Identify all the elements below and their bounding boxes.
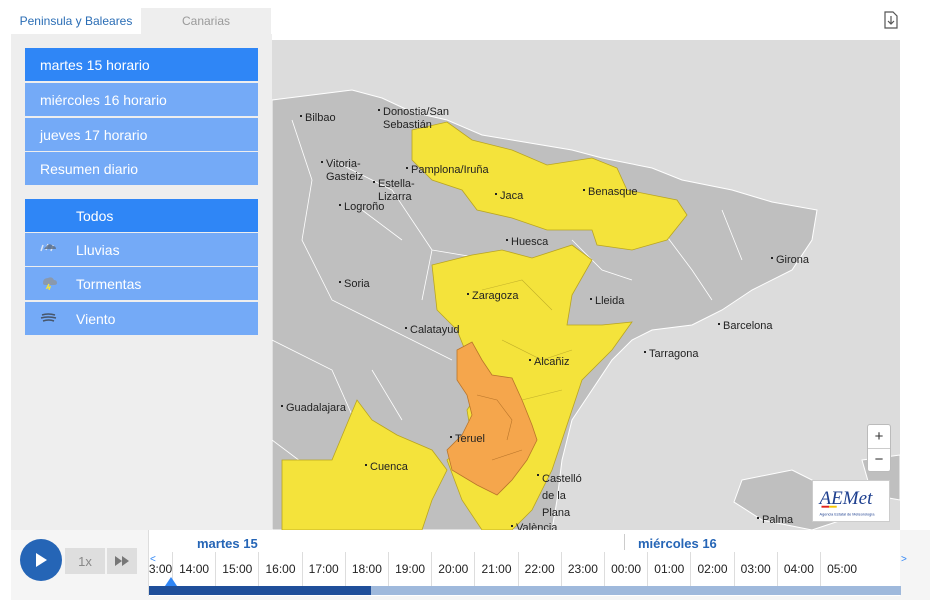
- hour-cell[interactable]: 23:00: [560, 552, 604, 586]
- city-label: Vitoria-Gasteiz: [321, 158, 371, 184]
- play-button[interactable]: [20, 539, 62, 581]
- filter-wind-button[interactable]: Viento: [25, 302, 258, 335]
- map-canvas: [272, 40, 900, 530]
- city-label: Jaca: [494, 190, 524, 202]
- hour-cell[interactable]: 01:00: [647, 552, 690, 586]
- city-label: Barcelona: [718, 320, 773, 332]
- hour-cell[interactable]: 15:00: [215, 552, 258, 586]
- day-separator: [624, 534, 625, 550]
- hour-cell[interactable]: 17:00: [301, 552, 345, 586]
- zoom-out-button[interactable]: −: [874, 451, 884, 469]
- speed-selector[interactable]: 1x: [65, 548, 105, 574]
- hour-cell[interactable]: 05:00: [820, 552, 863, 586]
- city-label: Pamplona/Iruña: [406, 164, 489, 176]
- city-label: Alcañiz: [528, 356, 570, 368]
- day-button-miercoles-16[interactable]: miércoles 16 horario: [25, 83, 258, 116]
- day-button-martes-15[interactable]: martes 15 horario: [25, 48, 258, 81]
- city-label: Benasque: [583, 186, 638, 198]
- rain-icon: [40, 243, 56, 252]
- timeline-track[interactable]: martes 15 miércoles 16 3:00 14:00 15:00 16:…: [148, 530, 901, 596]
- day-label-martes: martes 15: [197, 536, 258, 551]
- city-label: Castelló de la Plana: [537, 471, 590, 522]
- timeline-progress-fill: [149, 586, 371, 595]
- hour-cell[interactable]: 16:00: [258, 552, 301, 586]
- logo-subtext: Agencia Estatal de Meteorología: [820, 512, 876, 516]
- zoom-control: + −: [867, 424, 891, 472]
- city-label: Soria: [339, 278, 370, 290]
- city-label: Lleida: [589, 295, 625, 307]
- filter-storm-label: Tormentas: [76, 275, 142, 292]
- day-button-jueves-17[interactable]: jueves 17 horario: [25, 118, 258, 151]
- city-label: Palma: [756, 514, 794, 526]
- filter-rain-label: Lluvias: [76, 241, 120, 258]
- summary-button[interactable]: Resumen diario: [25, 152, 258, 185]
- hour-cell[interactable]: 02:00: [690, 552, 733, 586]
- download-icon[interactable]: [884, 11, 898, 29]
- filter-storm-button[interactable]: Tormentas: [25, 267, 258, 300]
- city-label: Guadalajara: [281, 402, 346, 414]
- city-label: Donostia/San Sebastián: [378, 106, 463, 132]
- warnings-map[interactable]: Bilbao Donostia/San Sebastián Vitoria-Ga…: [272, 40, 900, 530]
- hour-cell[interactable]: 03:00: [733, 552, 777, 586]
- city-label: Logroño: [338, 201, 385, 213]
- city-label: Girona: [770, 254, 810, 266]
- city-label: Huesca: [505, 236, 549, 248]
- scroll-left-button[interactable]: <: [150, 554, 156, 565]
- scroll-right-button[interactable]: >: [901, 554, 907, 565]
- hour-cell[interactable]: 21:00: [474, 552, 517, 586]
- hour-cell[interactable]: 22:00: [517, 552, 561, 586]
- wind-icon: [40, 313, 57, 322]
- timeline: 1x martes 15 miércoles 16 3:00 14:00 15:00…: [11, 530, 930, 600]
- day-label-miercoles: miércoles 16: [638, 536, 717, 551]
- city-label: Zaragoza: [466, 290, 519, 302]
- filter-rain-button[interactable]: Lluvias: [25, 233, 258, 266]
- fast-forward-button[interactable]: [107, 548, 137, 574]
- storm-icon: [43, 277, 57, 290]
- aemet-logo: AEMet Agencia Estatal de Meteorología: [812, 480, 890, 522]
- timeline-progress-bg: [149, 586, 901, 595]
- filter-wind-label: Viento: [76, 310, 116, 327]
- hour-cell[interactable]: 3:00: [148, 562, 173, 576]
- current-time-marker[interactable]: [165, 577, 177, 586]
- hour-cell[interactable]: 14:00: [172, 552, 215, 586]
- city-label: València: [510, 522, 557, 530]
- fast-forward-icon: [115, 556, 129, 566]
- tab-canarias[interactable]: Canarias: [181, 14, 231, 28]
- hour-cell[interactable]: 04:00: [776, 552, 820, 586]
- left-panel: martes 15 horario miércoles 16 horario j…: [11, 34, 272, 530]
- tab-peninsula-baleares[interactable]: Peninsula y Baleares: [11, 8, 141, 34]
- city-label: Cuenca: [365, 461, 408, 473]
- filter-all-button[interactable]: Todos: [25, 199, 258, 232]
- zoom-in-button[interactable]: +: [868, 425, 890, 449]
- region-tabs: Peninsula y Baleares Canarias: [11, 8, 271, 34]
- hour-cell[interactable]: 00:00: [604, 552, 647, 586]
- hour-cell[interactable]: 19:00: [388, 552, 431, 586]
- play-icon: [36, 553, 47, 567]
- city-label: Bilbao: [300, 112, 336, 124]
- city-label: Tarragona: [644, 348, 699, 360]
- hour-cell[interactable]: 20:00: [431, 552, 474, 586]
- city-label: Estella-Lizarra: [373, 178, 426, 204]
- city-label: Calatayud: [405, 324, 460, 336]
- hour-cell[interactable]: 18:00: [344, 552, 388, 586]
- city-label: Teruel: [450, 433, 485, 445]
- logo-text: AEMet: [818, 488, 874, 509]
